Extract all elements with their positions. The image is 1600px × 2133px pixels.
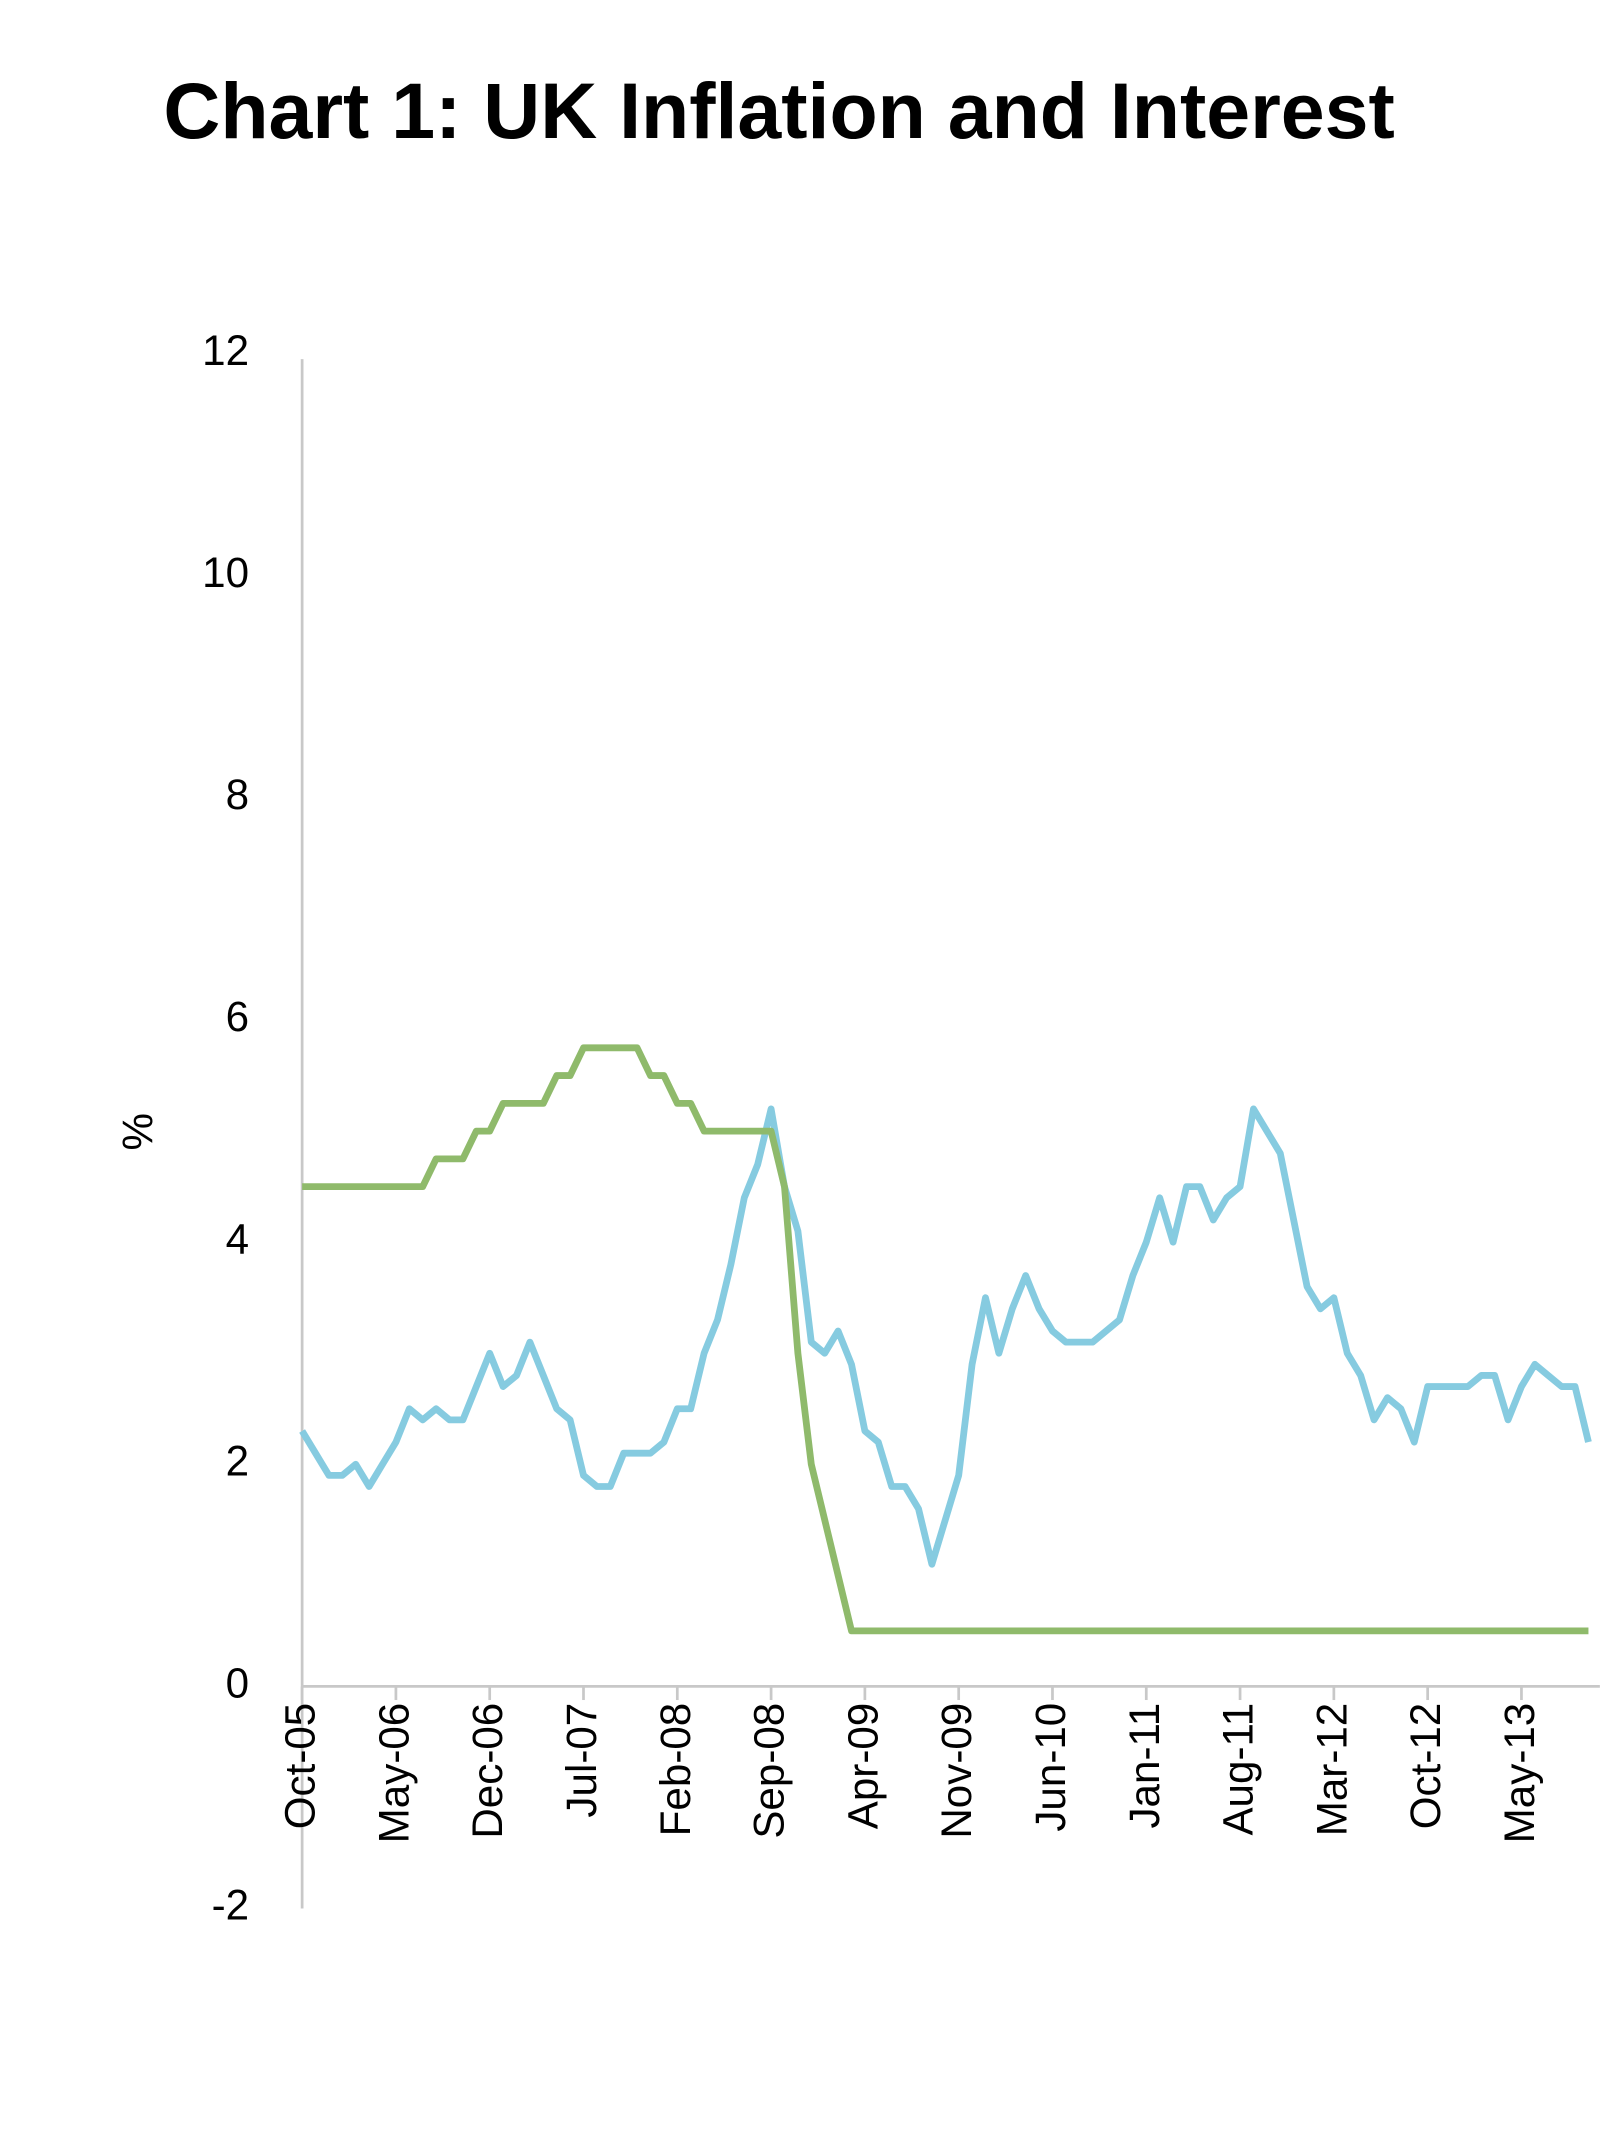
x-tick-label: Jan-11	[1121, 1703, 1168, 1829]
series-line	[302, 1044, 1589, 1635]
x-tick-label: Aug-11	[1215, 1703, 1262, 1836]
y-tick-label: 4	[226, 1215, 249, 1262]
x-tick-label: Apr-09	[839, 1703, 886, 1830]
x-tick-label: May-13	[1496, 1703, 1543, 1844]
y-tick-label: 10	[202, 549, 249, 596]
x-tick-label: Jun-10	[1027, 1703, 1074, 1832]
x-tick-label: May-06	[370, 1703, 417, 1844]
series-line	[299, 1105, 1592, 1568]
x-tick-label: Oct-12	[1402, 1703, 1449, 1830]
x-tick-label: Dec-06	[464, 1703, 511, 1839]
x-tick-label: Jul-07	[558, 1703, 605, 1818]
y-axis-label: %	[115, 1113, 162, 1150]
x-tick-label: Sep-08	[746, 1703, 793, 1839]
y-tick-label: 6	[226, 993, 249, 1040]
x-tick-label: Oct-05	[277, 1703, 324, 1830]
chart-title: Chart 1: UK Inflation and Interest	[163, 67, 1394, 155]
x-tick-label: Nov-09	[933, 1703, 980, 1839]
y-tick-label: 0	[226, 1660, 249, 1707]
x-tick-label: Feb-08	[652, 1703, 699, 1837]
x-tick-label: Mar-12	[1308, 1703, 1355, 1837]
y-tick-label: 8	[226, 771, 249, 818]
y-tick-label: 12	[202, 327, 249, 374]
y-tick-label: -2	[212, 1882, 249, 1929]
y-tick-label: 2	[226, 1437, 249, 1484]
